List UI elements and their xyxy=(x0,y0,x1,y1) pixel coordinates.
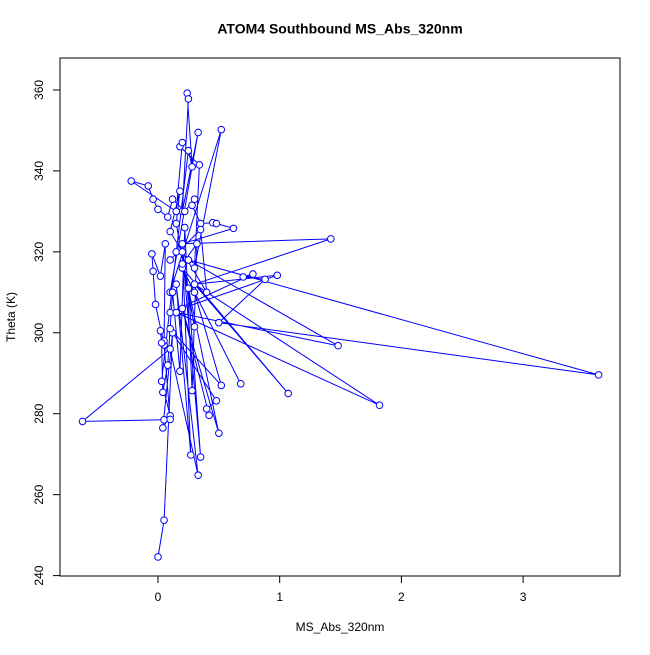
data-point xyxy=(188,201,196,210)
data-point xyxy=(217,125,226,134)
data-point xyxy=(178,138,187,147)
data-point xyxy=(194,471,202,480)
data-point xyxy=(163,213,172,221)
data-point xyxy=(161,239,170,248)
data-point xyxy=(151,300,160,309)
data-point xyxy=(273,271,282,280)
x-tick-label: 2 xyxy=(398,590,405,604)
data-point xyxy=(196,453,205,461)
data-point xyxy=(176,367,184,376)
data-point xyxy=(176,187,184,195)
data-point xyxy=(166,415,174,424)
data-point xyxy=(148,250,156,258)
data-point xyxy=(249,270,257,278)
data-point xyxy=(215,429,223,437)
data-point xyxy=(154,205,162,214)
data-point xyxy=(239,273,247,281)
data-point xyxy=(212,396,221,405)
data-point xyxy=(190,322,199,331)
data-point xyxy=(212,219,221,228)
data-point xyxy=(229,224,238,233)
data-point xyxy=(178,248,187,256)
data-point xyxy=(157,339,166,347)
data-point xyxy=(172,280,181,289)
plot-frame xyxy=(59,57,621,577)
x-tick-label: 3 xyxy=(520,590,527,604)
data-point xyxy=(261,275,269,284)
data-point xyxy=(78,417,87,426)
y-tick-label: 300 xyxy=(32,322,46,342)
data-point xyxy=(172,308,181,317)
data-point xyxy=(157,377,166,386)
data-point xyxy=(168,288,177,297)
data-point xyxy=(215,318,223,327)
data-point xyxy=(163,361,172,369)
data-point xyxy=(159,388,167,397)
data-point xyxy=(156,272,165,280)
data-point xyxy=(594,371,603,379)
data-point xyxy=(149,267,157,276)
data-point xyxy=(160,516,168,524)
data-point xyxy=(149,195,157,204)
data-point xyxy=(172,219,181,228)
data-point xyxy=(154,553,162,561)
data-point xyxy=(194,128,202,137)
data-point xyxy=(172,207,181,216)
chart-title: ATOM4 Southbound MS_Abs_320nm xyxy=(217,21,462,37)
y-tick-label: 340 xyxy=(32,161,46,181)
data-point xyxy=(334,341,342,350)
y-tick-label: 260 xyxy=(32,484,46,504)
data-point xyxy=(184,256,193,264)
data-point xyxy=(166,345,174,353)
data-point xyxy=(166,227,174,236)
x-tick-label: 0 xyxy=(155,590,162,604)
data-point xyxy=(156,326,165,335)
x-axis-label: MS_Abs_320nm xyxy=(296,620,385,634)
data-point xyxy=(184,284,193,293)
data-point xyxy=(166,324,174,333)
data-point xyxy=(188,163,196,171)
data-point xyxy=(205,411,213,420)
x-tick-label: 1 xyxy=(276,590,283,604)
data-point xyxy=(178,239,187,248)
data-point xyxy=(159,424,167,432)
data-point xyxy=(188,386,196,395)
data-point xyxy=(202,405,211,413)
data-point xyxy=(184,146,193,155)
data-point xyxy=(375,401,384,410)
y-tick-label: 360 xyxy=(32,80,46,100)
data-point xyxy=(187,451,195,459)
data-point xyxy=(196,225,205,234)
data-point xyxy=(284,389,293,398)
data-point xyxy=(193,239,201,248)
y-axis-label: Theta (K) xyxy=(4,292,18,342)
data-point xyxy=(190,280,199,289)
data-point xyxy=(190,288,199,297)
data-point xyxy=(195,161,204,169)
y-tick-label: 320 xyxy=(32,242,46,262)
data-point xyxy=(327,235,335,243)
data-point xyxy=(166,256,174,264)
data-point xyxy=(180,207,189,216)
data-point xyxy=(178,304,187,313)
data-point xyxy=(168,195,177,204)
data-point xyxy=(202,288,211,297)
data-point xyxy=(180,223,189,232)
data-point xyxy=(184,95,193,103)
data-point xyxy=(190,264,199,272)
data-point xyxy=(236,379,245,388)
data-point xyxy=(178,260,187,268)
data-point xyxy=(217,381,226,390)
data-point xyxy=(127,177,136,185)
y-tick-label: 280 xyxy=(32,403,46,423)
y-tick-label: 240 xyxy=(32,565,46,585)
data-point xyxy=(144,182,153,190)
